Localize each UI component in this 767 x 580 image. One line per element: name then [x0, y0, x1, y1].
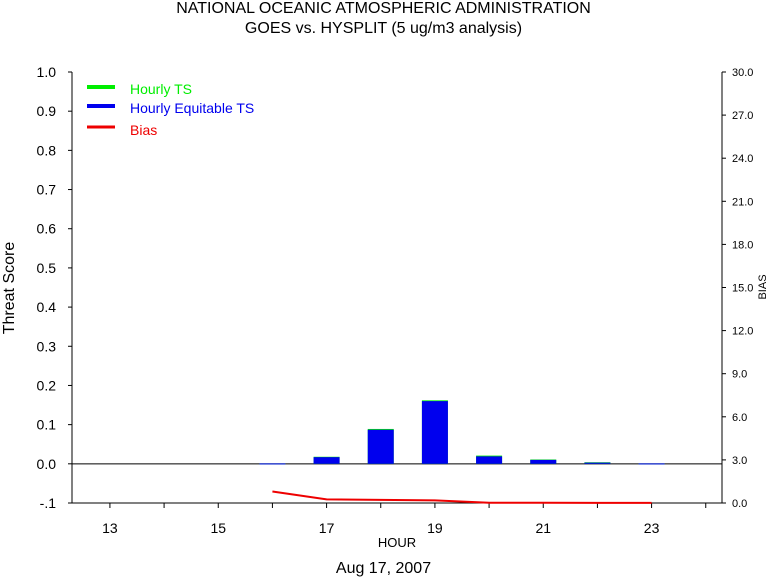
x-tick-label: 17: [319, 520, 335, 536]
bar-hourly-ets: [313, 457, 340, 464]
y2-tick-label: 15.0: [732, 283, 753, 295]
y2-tick-label: 21.0: [732, 196, 753, 208]
y-tick-label: 0.1: [37, 417, 57, 433]
y-tick-label: 0.7: [37, 182, 57, 198]
x-tick-label: 19: [427, 520, 443, 536]
y2-tick-label: 0.0: [732, 498, 747, 510]
y2-tick-label: 30.0: [732, 67, 753, 79]
y2-axis-label: BIAS: [757, 274, 767, 299]
bar-hourly-ets: [367, 429, 394, 464]
y-tick-label: 0.6: [37, 221, 57, 237]
date-label: Aug 17, 2007: [335, 560, 432, 577]
y-tick-label: -.1: [40, 495, 57, 511]
axes: [71, 72, 723, 504]
bottom-axis-ticks: 13 15 17 19 21 23: [102, 503, 707, 536]
y2-tick-label: 27.0: [732, 110, 753, 122]
right-axis-ticks: 0.0 3.0 6.0 9.0 12.0 15.0 18.0 21.0 24.0 27.0 30.0: [722, 67, 753, 510]
y-tick-label: 0.0: [37, 456, 57, 472]
bias-line: [272, 490, 652, 504]
y-tick-label: 0.9: [37, 103, 57, 119]
bar-hourly-ets: [638, 463, 665, 465]
y-tick-label: 0.3: [37, 338, 57, 354]
legend: Hourly TS Hourly Equitable TS Bias: [87, 81, 254, 138]
x-tick-label: 21: [535, 520, 551, 536]
y-axis-label: Threat Score: [1, 242, 18, 335]
y2-tick-label: 9.0: [732, 369, 747, 381]
x-tick-label: 15: [210, 520, 226, 536]
bias-series: [272, 490, 652, 504]
bar-hourly-ets: [584, 462, 611, 464]
y2-tick-label: 6.0: [732, 412, 747, 424]
legend-label-bias: Bias: [130, 122, 157, 138]
y-tick-label: 0.2: [37, 377, 57, 393]
x-tick-label: 13: [102, 520, 118, 536]
chart-subtitle: GOES vs. HYSPLIT (5 ug/m3 analysis): [244, 20, 523, 37]
y-tick-label: 0.4: [37, 299, 57, 315]
bar-hourly-ets: [421, 401, 448, 464]
legend-label-hourly-ts: Hourly TS: [130, 81, 192, 97]
x-tick-label: 23: [644, 520, 660, 536]
bars: [259, 400, 665, 465]
chart-title: NATIONAL OCEANIC ATMOSPHERIC ADMINISTRAT…: [176, 0, 591, 17]
bar-hourly-ets: [530, 459, 557, 464]
y2-tick-label: 18.0: [732, 239, 753, 251]
left-axis-ticks: -.1 0.0 0.1 0.2 0.3 0.4 0.5 0.6 0.7 0.8 0.9 1.0: [37, 64, 72, 511]
y2-tick-label: 3.0: [732, 455, 747, 467]
x-axis-label: HOUR: [378, 535, 416, 550]
y-tick-label: 1.0: [37, 64, 57, 80]
y2-tick-label: 12.0: [732, 326, 753, 338]
y-tick-label: 0.5: [37, 260, 57, 276]
y2-tick-label: 24.0: [732, 153, 753, 165]
y-tick-label: 0.8: [37, 142, 57, 158]
bar-hourly-ets: [259, 463, 286, 465]
legend-label-hourly-ets: Hourly Equitable TS: [130, 100, 254, 116]
bar-hourly-ets: [476, 456, 503, 464]
